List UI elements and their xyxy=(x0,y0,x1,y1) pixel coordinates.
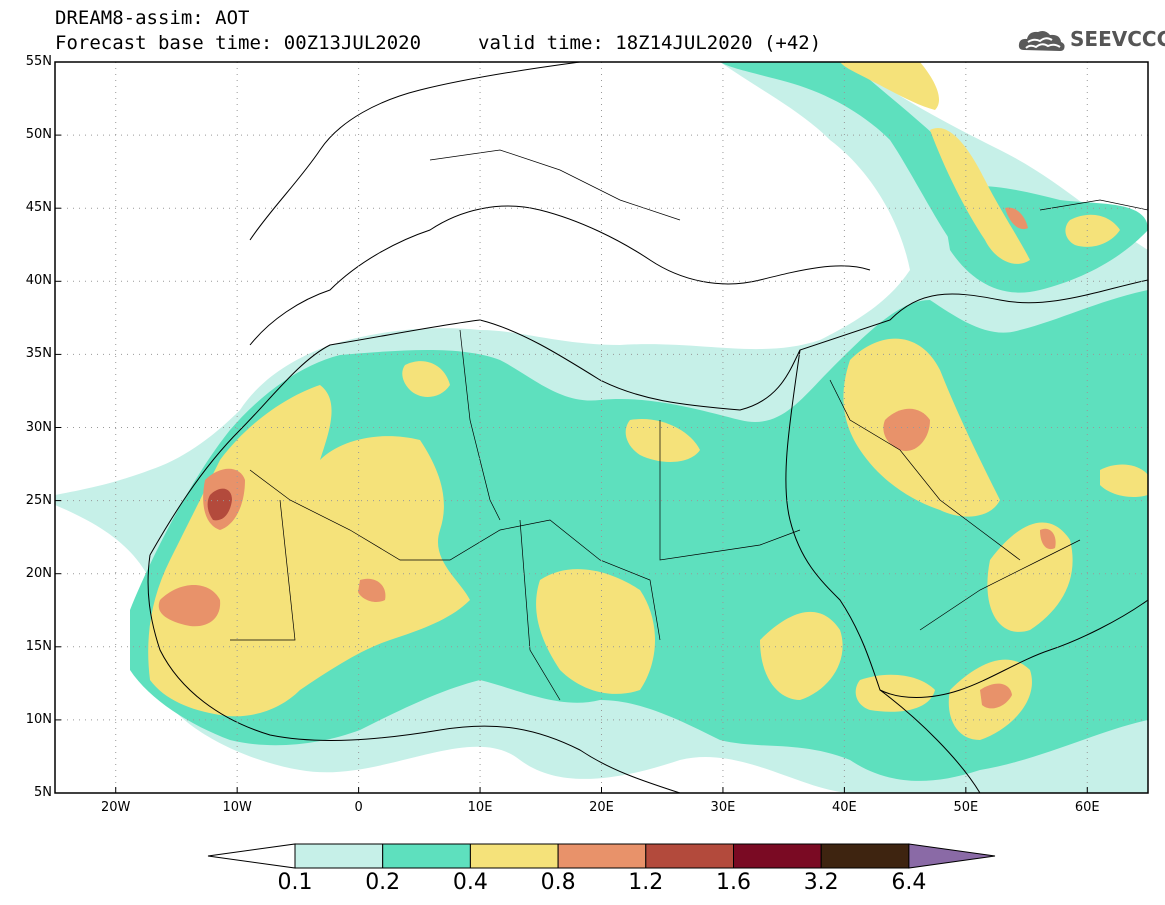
lon-tick-label: 10W xyxy=(222,800,252,815)
colorbar-box xyxy=(294,843,384,869)
lat-tick-label: 45N xyxy=(25,200,52,216)
lat-tick-label: 50N xyxy=(25,127,52,143)
lon-tick-label: 40E xyxy=(831,800,857,815)
lat-tick-label: 20N xyxy=(25,565,52,581)
colorbar-level-label: 0.2 xyxy=(365,870,401,895)
colorbar-level-label: 3.2 xyxy=(803,870,839,895)
lon-tick-label: 20E xyxy=(589,800,614,815)
lat-tick-label: 10N xyxy=(25,711,52,727)
coastlines xyxy=(147,62,1148,793)
colorbar-level-label: 0.8 xyxy=(540,870,576,895)
colorbar-box xyxy=(733,843,822,869)
lat-tick-label: 5N xyxy=(34,785,52,800)
colorbar-box xyxy=(645,843,734,869)
lon-tick-label: 10E xyxy=(467,800,493,815)
lon-tick-label: 50E xyxy=(953,800,979,815)
colorbar-low-triangle xyxy=(207,843,296,869)
colorbar-box xyxy=(469,843,559,869)
colorbar-level-label: 0.4 xyxy=(452,870,488,895)
colorbar-high-triangle xyxy=(908,843,996,869)
lat-tick-label: 25N xyxy=(25,492,52,508)
logo-text: SEEVCCC xyxy=(1070,27,1165,51)
axis-tickmarks xyxy=(55,61,1088,794)
colorbar-box xyxy=(820,843,910,869)
lon-tick-label: 60E xyxy=(1074,800,1100,815)
lat-tick-label: 55N xyxy=(25,54,52,69)
valid-time: valid time: 18Z14JUL2020 (+42) xyxy=(478,32,822,54)
lon-tick-label: 30E xyxy=(710,800,736,815)
colorbar-level-label: 0.1 xyxy=(277,870,313,895)
lat-tick-label: 35N xyxy=(25,346,52,362)
colorbar-box xyxy=(382,843,471,869)
colorbar-level-label: 1.6 xyxy=(716,870,751,895)
lon-tick-label: 20W xyxy=(101,800,131,815)
country-borders xyxy=(230,149,1148,701)
lat-tick-label: 30N xyxy=(25,419,52,435)
colorbar-level-label: 6.4 xyxy=(891,870,927,895)
map-title: DREAM8-assim: AOT xyxy=(55,7,250,29)
lat-tick-label: 40N xyxy=(25,273,52,289)
colorbar-box xyxy=(557,843,647,869)
lon-tick-label: 0 xyxy=(354,800,363,815)
cloud-icon xyxy=(1018,31,1065,51)
lat-tick-label: 15N xyxy=(25,638,52,654)
colorbar-level-label: 1.2 xyxy=(628,870,664,895)
forecast-base-time: Forecast base time: 00Z13JUL2020 xyxy=(55,32,422,54)
